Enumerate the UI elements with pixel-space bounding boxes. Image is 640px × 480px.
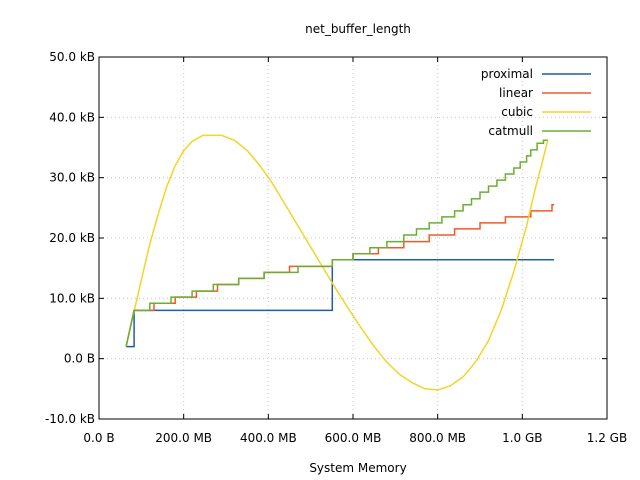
x-tick-label: 800.0 MB [409,431,466,445]
legend-label-catmull: catmull [488,124,533,138]
grid-layer [99,57,607,419]
x-tick-label: 200.0 MB [155,431,212,445]
x-tick-label: 1.2 GB [587,431,627,445]
series-layer [125,134,555,391]
y-tick-label: 40.0 kB [49,110,95,124]
x-tick-label: 1.0 GB [502,431,542,445]
y-tick-label: 50.0 kB [49,50,95,64]
series-line-cubic [125,134,549,391]
series-line-catmull [125,139,548,347]
tick-layer: 0.0 B 200.0 MB 400.0 MB 600.0 MB 800.0 MB 1.0… [45,50,627,445]
x-tick-label: 400.0 MB [240,431,297,445]
chart-title: net_buffer_length [305,22,411,36]
x-tick-label: 600.0 MB [325,431,382,445]
legend: proximal linear cubic catmull [481,67,591,138]
legend-label-proximal: proximal [481,67,533,81]
y-tick-label: 20.0 kB [49,231,95,245]
series-line-proximal [126,258,555,348]
legend-label-cubic: cubic [501,105,533,119]
y-tick-label: 10.0 kB [49,291,95,305]
y-tick-label: 30.0 kB [49,171,95,185]
x-tick-label: 0.0 B [83,431,114,445]
y-tick-label: -10.0 kB [45,412,95,426]
legend-label-linear: linear [499,86,533,100]
y-tick-label: 0.0 B [64,352,95,366]
series-line-linear [125,204,555,347]
x-axis-label: System Memory [309,461,406,475]
